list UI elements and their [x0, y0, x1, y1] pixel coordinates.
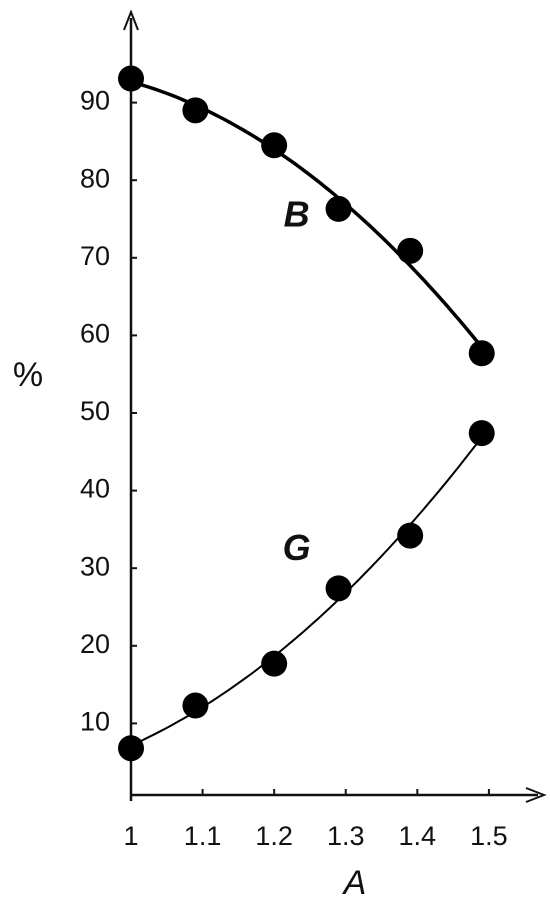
marker [182, 97, 209, 124]
marker [325, 575, 352, 602]
series-label: B [284, 193, 310, 234]
marker [182, 692, 209, 719]
series-label: G [283, 527, 311, 568]
y-tick-label: 60 [80, 319, 110, 349]
marker [118, 65, 144, 92]
marker [261, 132, 288, 159]
y-tick-label: 50 [80, 396, 110, 426]
marker [397, 522, 424, 549]
marker [468, 420, 495, 447]
marker [118, 735, 144, 762]
y-axis-arrow [123, 9, 139, 31]
fit-curve [130, 436, 483, 747]
x-tick-label: 1.1 [184, 821, 222, 851]
y-tick-label: 80 [80, 163, 110, 193]
y-tick-label: 20 [80, 629, 110, 659]
marker [325, 195, 352, 222]
marker [261, 650, 288, 677]
y-tick-label: 40 [80, 474, 110, 504]
y-tick-label: 90 [80, 86, 110, 116]
y-tick-label: 70 [80, 241, 110, 271]
x-axis-label: A [342, 864, 367, 902]
x-tick-label: 1.5 [470, 821, 508, 851]
marker [397, 237, 424, 264]
x-axis-arrow [525, 787, 547, 803]
y-axis-label: % [13, 356, 43, 394]
marker [468, 340, 495, 367]
x-tick-label: 1 [123, 821, 138, 851]
x-tick-label: 1.4 [399, 821, 437, 851]
x-tick-label: 1.2 [255, 821, 293, 851]
y-tick-label: 30 [80, 551, 110, 581]
y-tick-label: 10 [80, 707, 110, 737]
x-tick-label: 1.3 [327, 821, 365, 851]
